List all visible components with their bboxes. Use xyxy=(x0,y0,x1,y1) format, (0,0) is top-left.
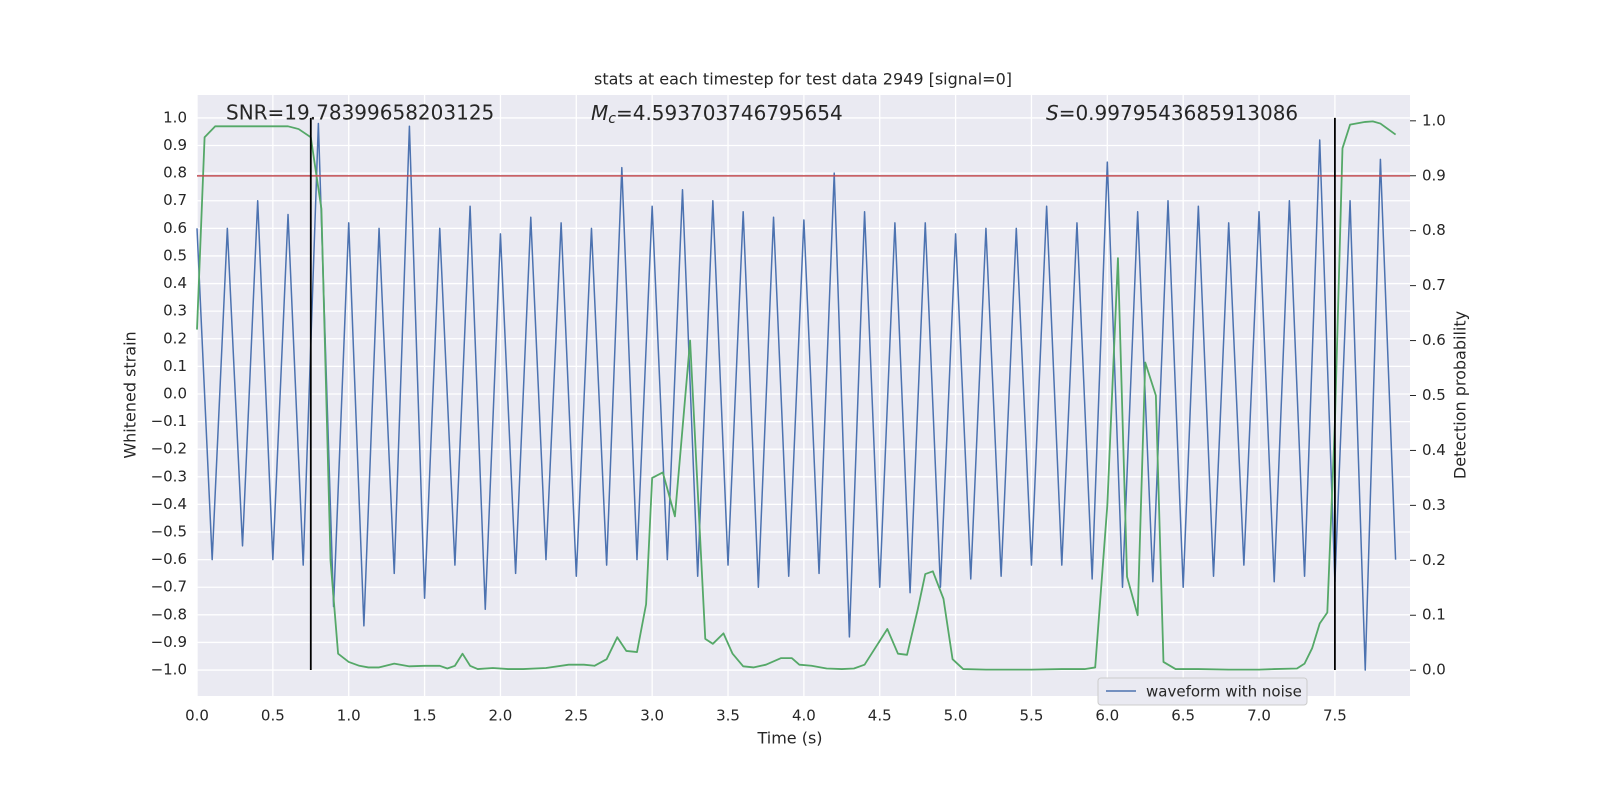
y-tick-label: 0.5 xyxy=(163,246,187,264)
annotation: Mc=4.593703746795654 xyxy=(591,101,843,128)
y2-tick-label: 1.0 xyxy=(1422,111,1446,129)
annotation: S=0.9979543685913086 xyxy=(1046,101,1298,125)
y2-axis-label: Detection probability xyxy=(1451,311,1470,479)
y2-tick-label: 0.5 xyxy=(1422,386,1446,404)
y-tick-label: 0.1 xyxy=(163,357,187,375)
annotation-subscript: c xyxy=(608,111,616,127)
y2-tick-label: 0.6 xyxy=(1422,331,1446,349)
annotation-text: =0.9979543685913086 xyxy=(1059,101,1298,125)
x-tick-label: 2.0 xyxy=(489,707,513,725)
x-tick-label: 3.5 xyxy=(716,707,740,725)
x-tick-label: 4.5 xyxy=(868,707,892,725)
y-tick-label: 1.0 xyxy=(163,108,187,126)
x-axis-label: Time (s) xyxy=(756,729,822,748)
y-tick-label: 0.9 xyxy=(163,136,187,154)
x-tick-label: 6.5 xyxy=(1171,707,1195,725)
legend: waveform with noise xyxy=(1097,677,1308,706)
y-tick-label: −0.4 xyxy=(151,495,187,513)
y2-tick-label: 0.8 xyxy=(1422,221,1446,239)
legend-label: waveform with noise xyxy=(1146,683,1302,701)
x-tick-label: 1.5 xyxy=(413,707,437,725)
y2-tick-label: 0.9 xyxy=(1422,166,1446,184)
chart-title: stats at each timestep for test data 294… xyxy=(594,70,1012,89)
x-tick-label: 3.0 xyxy=(640,707,664,725)
y-tick-label: −0.9 xyxy=(151,633,187,651)
y-tick-label: −0.1 xyxy=(151,412,187,430)
x-tick-label: 5.0 xyxy=(944,707,968,725)
y-tick-label: 0.7 xyxy=(163,191,187,209)
legend-box xyxy=(1097,677,1308,706)
x-tick-label: 4.0 xyxy=(792,707,816,725)
x-tick-label: 7.5 xyxy=(1323,707,1347,725)
probability-line xyxy=(196,120,1397,671)
y2-tick-label: 0.4 xyxy=(1422,441,1446,459)
y-axis-label: Whitened strain xyxy=(121,331,140,458)
y-tick-label: 0.8 xyxy=(163,164,187,182)
y-tick-label: 0.2 xyxy=(163,329,187,347)
y-tick-label: −0.6 xyxy=(151,550,187,568)
annotation-symbol: S xyxy=(1046,101,1059,125)
y2-tick-label: 0.1 xyxy=(1422,606,1446,624)
y-tick-label: −0.8 xyxy=(151,605,187,623)
x-tick-label: 2.5 xyxy=(564,707,588,725)
y2-tick-label: 0.3 xyxy=(1422,496,1446,514)
y-tick-label: −0.5 xyxy=(151,523,187,541)
y-tick-label: −0.2 xyxy=(151,440,187,458)
annotation-text: =4.593703746795654 xyxy=(616,101,843,125)
x-tick-label: 0.5 xyxy=(261,707,285,725)
x-tick-label: 1.0 xyxy=(337,707,361,725)
y-tick-label: −0.7 xyxy=(151,578,187,596)
x-tick-label: 0.0 xyxy=(185,707,209,725)
annotation-symbol: M xyxy=(591,101,608,125)
y-tick-label: 0.3 xyxy=(163,302,187,320)
annotation: SNR=19.78399658203125 xyxy=(226,101,494,125)
x-tick-label: 5.5 xyxy=(1020,707,1044,725)
y-tick-label: 0.6 xyxy=(163,219,187,237)
waveform-line xyxy=(196,122,1397,671)
labels: −1.0 −0.9 −0.8 −0.7 −0.6 −0.5 −0.4 −0.3 −0.2 −0.1… xyxy=(151,108,1446,724)
x-tick-label: 7.0 xyxy=(1247,707,1271,725)
x-tick-label: 6.0 xyxy=(1095,707,1119,725)
y2-tick-label: 0.7 xyxy=(1422,276,1446,294)
marks xyxy=(196,117,1410,671)
y-tick-label: 0.4 xyxy=(163,274,187,292)
y-tick-label: −1.0 xyxy=(151,661,187,679)
y2-tick-label: 0.2 xyxy=(1422,551,1446,569)
y2-tick-label: 0.0 xyxy=(1422,661,1446,679)
y-tick-label: −0.3 xyxy=(151,467,187,485)
y-tick-label: 0.0 xyxy=(163,384,187,402)
